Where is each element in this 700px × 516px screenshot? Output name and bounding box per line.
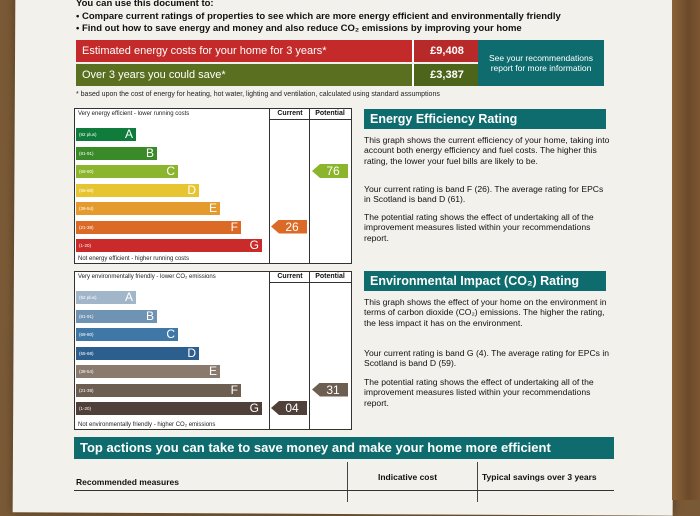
chart-bottom-note: Not environmentally friendly - higher CO…	[78, 422, 216, 428]
band-letter: G	[249, 401, 259, 415]
band-range: (69-80)	[79, 169, 94, 174]
band-letter: C	[166, 164, 175, 178]
indicative-cost-header: Indicative cost	[378, 472, 438, 482]
band-range: (1-20)	[79, 243, 92, 248]
wooden-surface	[672, 0, 700, 500]
column-header-rule	[269, 119, 351, 120]
env-paragraph-2: Your current rating is band G (4). The a…	[364, 348, 610, 369]
band-range: (39-54)	[79, 206, 94, 211]
current-column-label: Current	[277, 273, 303, 280]
potential-column-label: Potential	[315, 273, 345, 280]
band-letter: A	[124, 127, 133, 141]
recommended-measures-header: Recommended measures	[76, 477, 179, 487]
env-paragraph-1: This graph shows the effect of your home…	[364, 297, 607, 328]
rating-band-c: (69-80) C	[76, 165, 178, 178]
environmental-impact-chart: Very environmentally friendly - lower CO…	[74, 271, 352, 430]
band-range: (39-54)	[79, 369, 94, 374]
energy-paragraph-3: The potential rating shows the effect of…	[364, 212, 594, 243]
potential-column-label: Potential	[315, 110, 345, 117]
savings-label: Over 3 years you could save*	[76, 64, 412, 86]
environmental-rating-heading: Environmental Impact (CO₂) Rating	[364, 271, 606, 291]
see-recommendations-box: See your recommendations report for more…	[478, 40, 604, 86]
savings-row: Over 3 years you could save* £3,387	[76, 64, 480, 86]
band-range: (21-38)	[79, 224, 94, 230]
rating-band-g: (1-20) G	[76, 239, 262, 252]
band-letter: F	[230, 219, 238, 234]
band-letter: G	[249, 238, 259, 252]
intro-bullets: Compare current ratings of properties to…	[76, 11, 561, 35]
column-divider	[309, 272, 310, 429]
band-letter: D	[187, 182, 196, 197]
energy-efficiency-chart: Very energy efficient - lower running co…	[74, 108, 352, 264]
column-divider	[269, 109, 270, 263]
table-column-divider	[477, 462, 478, 502]
energy-paragraph-1: This graph shows the current efficiency …	[364, 135, 610, 166]
energy-paragraph-2: Your current rating is band F (26). The …	[364, 184, 604, 205]
band-letter: E	[208, 364, 217, 378]
column-divider	[269, 272, 270, 429]
estimated-costs-label: Estimated energy costs for your home for…	[76, 40, 412, 62]
rating-band-a: (92 plus) A	[76, 128, 136, 141]
potential-rating-arrow: 76	[312, 164, 348, 178]
table-header-rule	[74, 490, 614, 491]
bullet-item: Find out how to save energy and money an…	[76, 23, 561, 35]
column-header-rule	[269, 282, 351, 283]
band-range: (81-91)	[79, 313, 94, 319]
table-column-divider	[347, 462, 348, 502]
estimated-costs-row: Estimated energy costs for your home for…	[76, 40, 480, 62]
rating-band-e: (39-54) E	[76, 202, 220, 215]
bullet-item: Compare current ratings of properties to…	[76, 11, 561, 23]
current-rating-arrow: 26	[271, 219, 307, 234]
band-range: (92 plus)	[79, 295, 97, 300]
rating-band-a: (92 plus) A	[76, 291, 136, 304]
band-letter: F	[230, 382, 238, 397]
rating-band-b: (81-91) B	[76, 145, 157, 160]
top-actions-heading: Top actions you can take to save money a…	[74, 437, 614, 459]
band-letter: B	[145, 308, 154, 323]
band-letter: B	[145, 145, 154, 160]
estimated-costs-value: £9,408	[412, 40, 480, 62]
rating-band-d: (55-68) D	[76, 182, 199, 197]
rating-band-b: (81-91) B	[76, 308, 157, 323]
savings-value: £3,387	[412, 64, 480, 86]
chart-top-note: Very energy efficient - lower running co…	[78, 111, 190, 117]
band-letter: C	[166, 327, 175, 341]
rating-band-f: (21-38) F	[76, 382, 241, 397]
band-letter: D	[187, 345, 196, 360]
band-range: (21-38)	[79, 387, 94, 393]
energy-rating-heading: Energy Efficiency Rating	[364, 109, 606, 129]
band-range: (81-91)	[79, 150, 94, 156]
column-divider	[309, 109, 310, 263]
band-range: (1-20)	[79, 406, 92, 411]
current-rating-arrow: 04	[271, 401, 307, 415]
env-paragraph-3: The potential rating shows the effect of…	[364, 377, 594, 408]
rating-band-f: (21-38) F	[76, 219, 241, 234]
chart-bottom-note: Not energy efficient - higher running co…	[78, 256, 189, 262]
band-range: (55-68)	[79, 187, 94, 193]
rating-band-d: (55-68) D	[76, 345, 199, 360]
band-range: (92 plus)	[79, 132, 97, 137]
potential-rating-arrow: 31	[312, 382, 348, 397]
band-letter: A	[124, 290, 133, 304]
cost-footnote: * based upon the cost of energy for heat…	[76, 91, 440, 98]
chart-top-note: Very environmentally friendly - lower CO…	[78, 274, 216, 280]
current-column-label: Current	[277, 110, 303, 117]
rating-band-e: (39-54) E	[76, 365, 220, 378]
typical-savings-header: Typical savings over 3 years	[482, 472, 597, 482]
rating-band-g: (1-20) G	[76, 402, 262, 415]
rating-band-c: (69-80) C	[76, 328, 178, 341]
band-range: (55-68)	[79, 350, 94, 356]
band-range: (69-80)	[79, 332, 94, 337]
intro-text: You can use this document to:	[76, 0, 214, 9]
band-letter: E	[208, 201, 217, 215]
